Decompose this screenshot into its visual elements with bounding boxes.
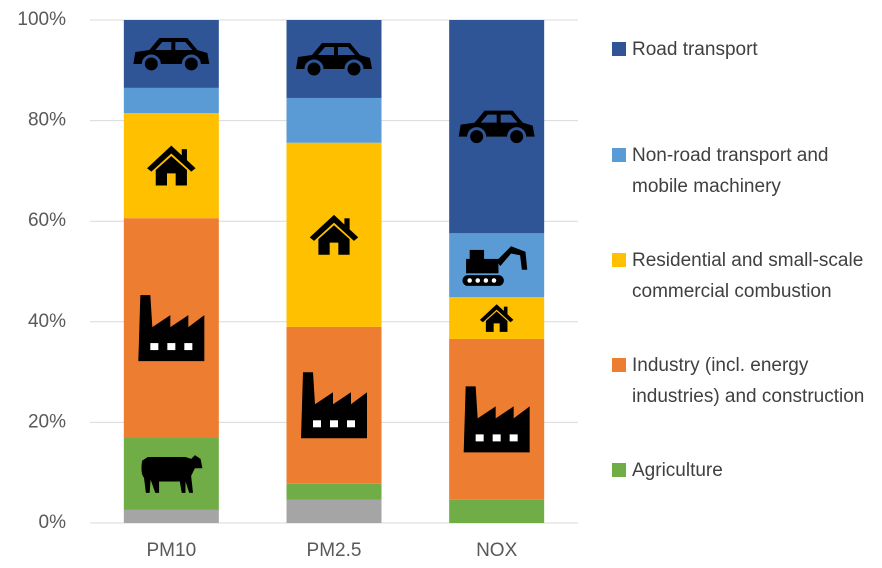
legend-label: Non-road transport and mobile machinery bbox=[632, 145, 829, 197]
bar-segment bbox=[286, 97, 382, 143]
y-tick-label: 100% bbox=[17, 9, 66, 30]
legend-swatch bbox=[612, 463, 626, 477]
bar-segment bbox=[286, 499, 382, 523]
legend-swatch bbox=[612, 148, 626, 162]
x-tick-label: PM2.5 bbox=[307, 540, 362, 561]
y-tick-label: 20% bbox=[28, 411, 66, 432]
legend-swatch bbox=[612, 358, 626, 372]
x-tick-label: PM10 bbox=[147, 540, 197, 561]
y-tick-label: 60% bbox=[28, 210, 66, 231]
bar-segment bbox=[123, 87, 219, 114]
x-tick-label: NOX bbox=[476, 540, 518, 561]
legend-label: Road transport bbox=[632, 39, 758, 60]
legend-entry: Industry (incl. energy industries) and c… bbox=[610, 350, 872, 412]
y-tick-label: 80% bbox=[28, 110, 66, 131]
y-tick-label: 40% bbox=[28, 311, 66, 332]
legend-entry: Non-road transport and mobile machinery bbox=[610, 140, 872, 202]
legend-label: Residential and small-scale commercial c… bbox=[632, 250, 864, 302]
bar-segment bbox=[123, 509, 219, 523]
legend-label: Agriculture bbox=[632, 460, 723, 481]
legend-swatch bbox=[612, 253, 626, 267]
legend-entry: Agriculture bbox=[610, 455, 872, 486]
legend-entry: Road transport bbox=[610, 34, 872, 65]
bar-segment bbox=[286, 483, 382, 500]
bar-segment bbox=[449, 499, 545, 523]
legend-label: Industry (incl. energy industries) and c… bbox=[632, 355, 865, 407]
y-tick-label: 0% bbox=[39, 512, 67, 533]
legend-swatch bbox=[612, 42, 626, 56]
legend-entry: Residential and small-scale commercial c… bbox=[610, 245, 872, 307]
